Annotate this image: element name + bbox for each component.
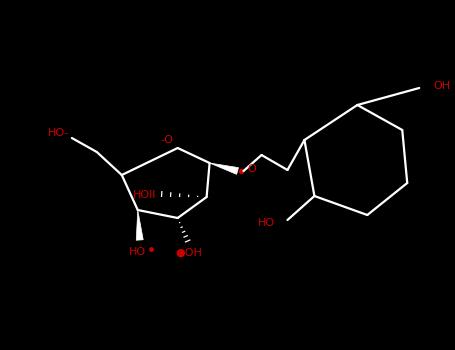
Text: HO: HO (129, 247, 147, 257)
Text: HO-: HO- (47, 128, 69, 138)
Text: O: O (248, 164, 256, 174)
Polygon shape (210, 163, 238, 174)
Text: HOll: HOll (133, 190, 157, 200)
Polygon shape (136, 210, 143, 240)
Text: -O: -O (161, 135, 174, 145)
Text: HO: HO (258, 218, 275, 228)
Text: ●OH: ●OH (175, 248, 202, 258)
Text: OH: OH (433, 81, 450, 91)
